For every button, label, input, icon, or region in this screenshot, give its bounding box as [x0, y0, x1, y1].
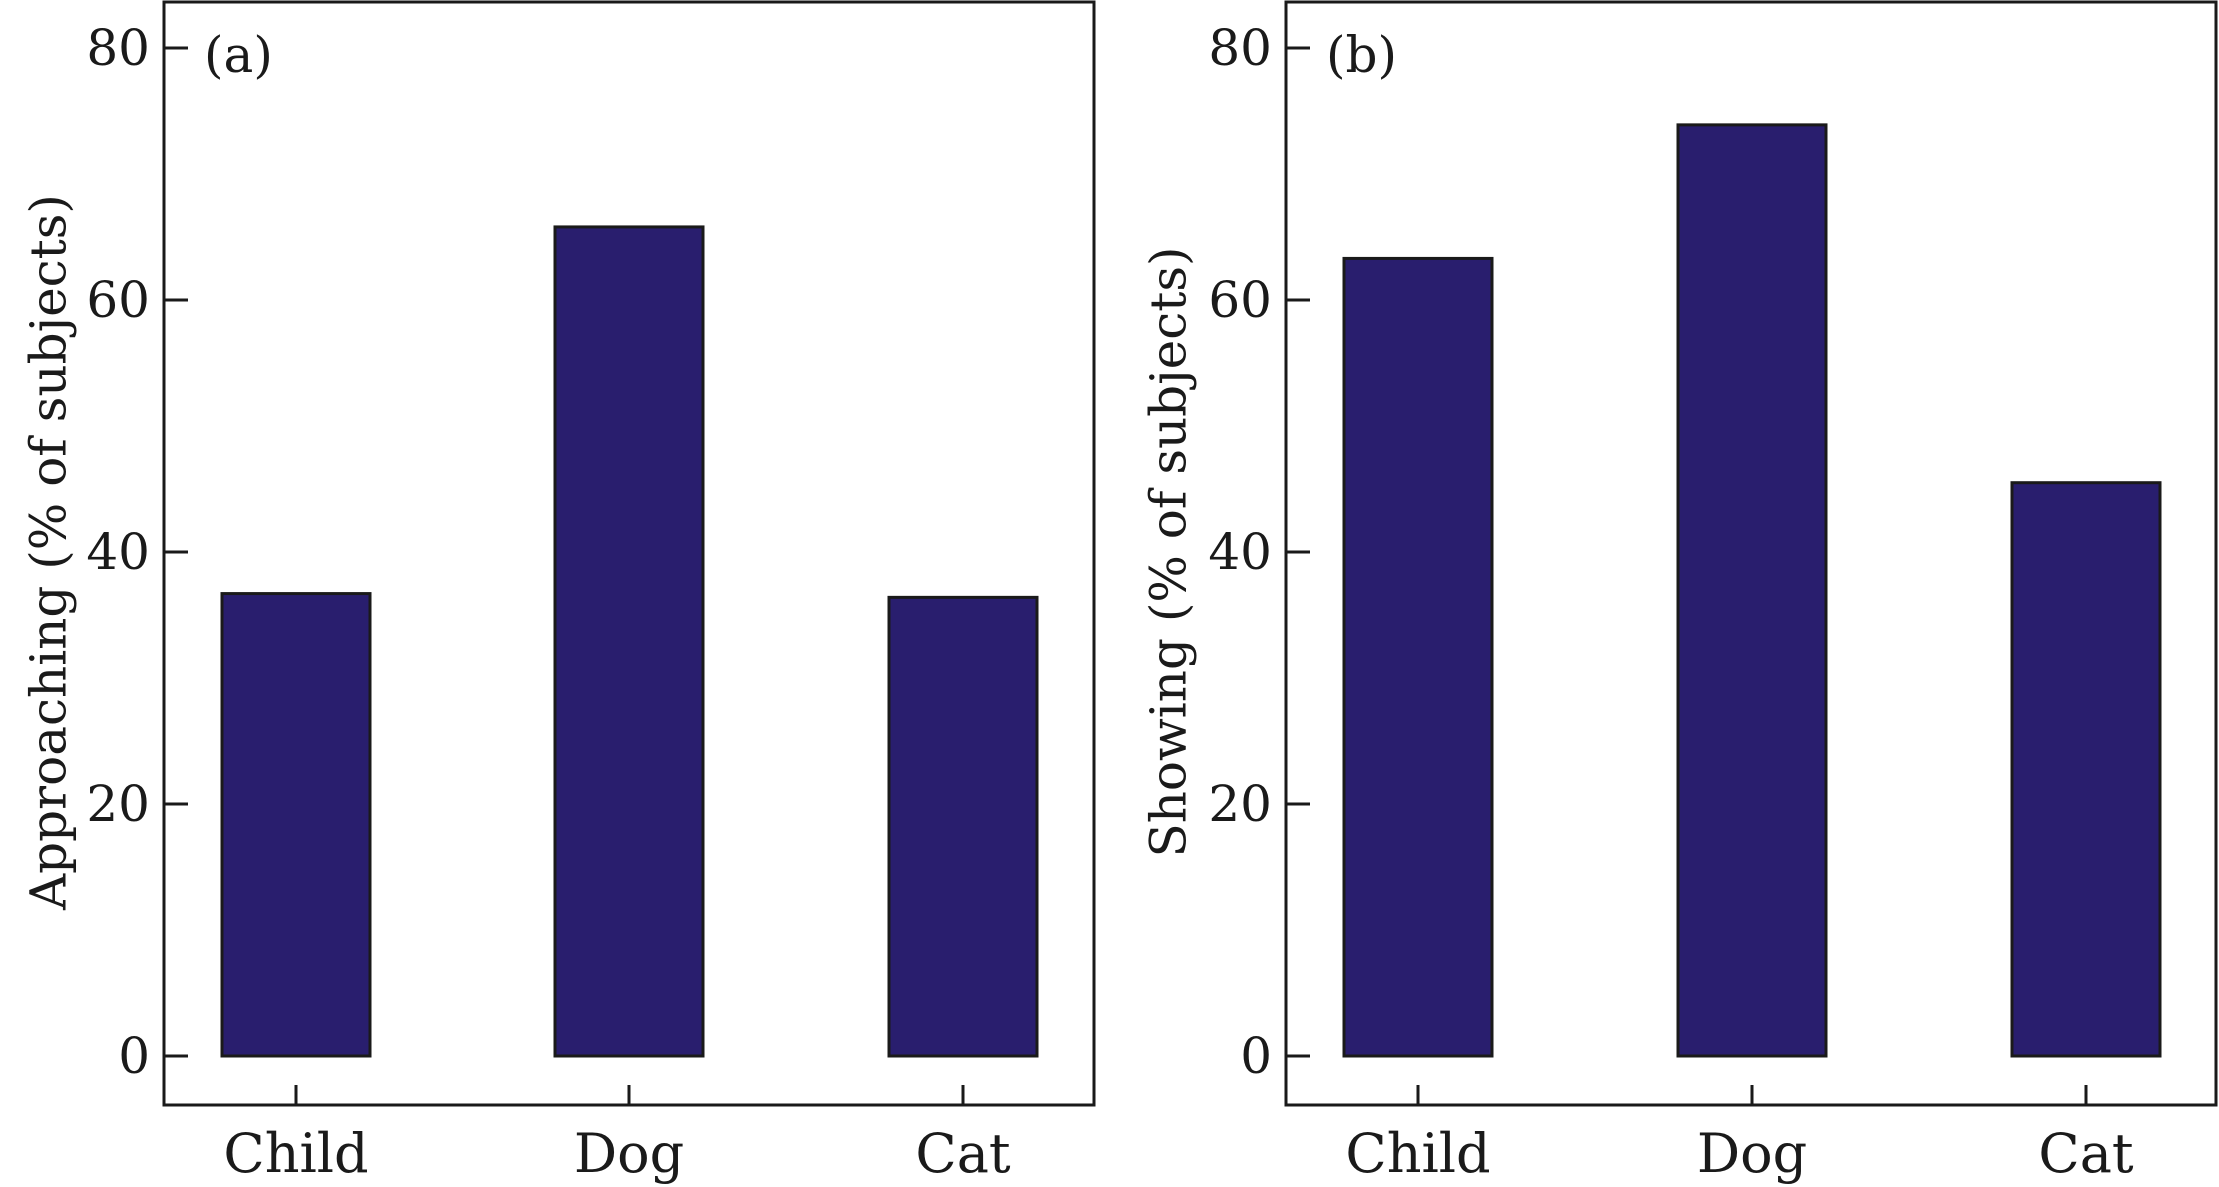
y-tick-label: 0	[118, 1027, 150, 1085]
panel-label: (b)	[1326, 26, 1397, 84]
y-axis-label: Showing (% of subjects)	[1140, 246, 1198, 857]
bar-dog	[1676, 123, 1828, 1058]
y-tick-label: 60	[86, 271, 150, 329]
bar-cat	[2010, 481, 2162, 1058]
x-tick-label: Child	[223, 1122, 368, 1185]
y-tick-label: 40	[86, 523, 150, 581]
y-axis-label: Approaching (% of subjects)	[20, 194, 78, 911]
y-tick-label: 40	[1208, 523, 1272, 581]
x-tick-label: Cat	[2038, 1122, 2134, 1185]
x-tick-label: Cat	[915, 1122, 1011, 1185]
y-tick-label: 20	[1208, 775, 1272, 833]
bar-child	[220, 592, 372, 1058]
panel-label: (a)	[204, 26, 273, 84]
x-tick-label: Dog	[1697, 1122, 1807, 1185]
y-tick-label: 20	[86, 775, 150, 833]
y-tick-label: 80	[1208, 19, 1272, 77]
bar-dog	[553, 225, 705, 1058]
y-tick-label: 80	[86, 19, 150, 77]
x-tick-label: Dog	[574, 1122, 684, 1185]
y-tick-label: 60	[1208, 271, 1272, 329]
y-tick-label: 0	[1240, 1027, 1272, 1085]
panel-b: (b) 0 20 40 60 80 Showing (% of subjects) Child…	[1140, 0, 2218, 1185]
bar-child	[1342, 256, 1494, 1058]
panel-a: (a) 0 20 40 60 80 Approaching (% of subjects) C…	[20, 0, 1096, 1185]
x-tick-label: Child	[1345, 1122, 1490, 1185]
bar-cat	[887, 595, 1039, 1058]
